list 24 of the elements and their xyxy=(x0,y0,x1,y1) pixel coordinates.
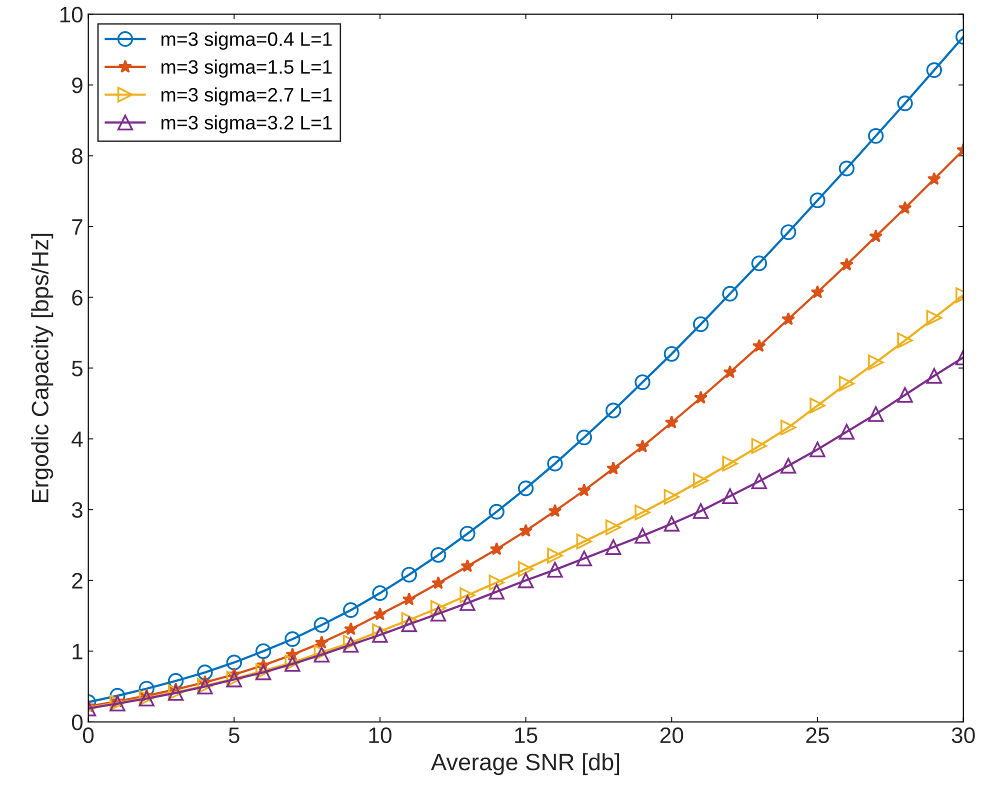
x-tick-label: 20 xyxy=(660,727,684,744)
y-tick-label: 2 xyxy=(72,572,82,588)
x-axis-title: Average SNR [db] xyxy=(430,753,620,776)
x-tick-label: 5 xyxy=(228,728,240,744)
x-tick-label: 10 xyxy=(369,727,392,744)
x-tick-label: 25 xyxy=(806,727,829,744)
x-tick-label: 30 xyxy=(952,727,975,744)
legend-label: m=3 sigma=3.2 L=1 xyxy=(162,115,332,134)
y-tick-label: 10 xyxy=(60,6,83,22)
y-tick-label: 6 xyxy=(72,290,82,306)
y-axis-title: Ergodic Capacity [bps/Hz] xyxy=(31,234,54,502)
y-tick-label: 7 xyxy=(72,219,82,235)
y-tick-label: 3 xyxy=(72,502,82,518)
y-tick-label: 0 xyxy=(72,714,83,730)
legend-label: m=3 sigma=2.7 L=1 xyxy=(162,87,332,106)
x-tick-label: 15 xyxy=(515,728,538,744)
legend-label: m=3 sigma=1.5 L=1 xyxy=(162,60,332,78)
y-tick-label: 5 xyxy=(72,360,82,376)
y-tick-label: 4 xyxy=(72,432,83,447)
legend-label: m=3 sigma=0.4 L=1 xyxy=(162,32,332,50)
y-tick-label: 9 xyxy=(72,78,82,94)
y-tick-label: 1 xyxy=(72,644,82,660)
x-tick-label: 0 xyxy=(82,727,94,744)
y-tick-label: 8 xyxy=(72,148,82,164)
